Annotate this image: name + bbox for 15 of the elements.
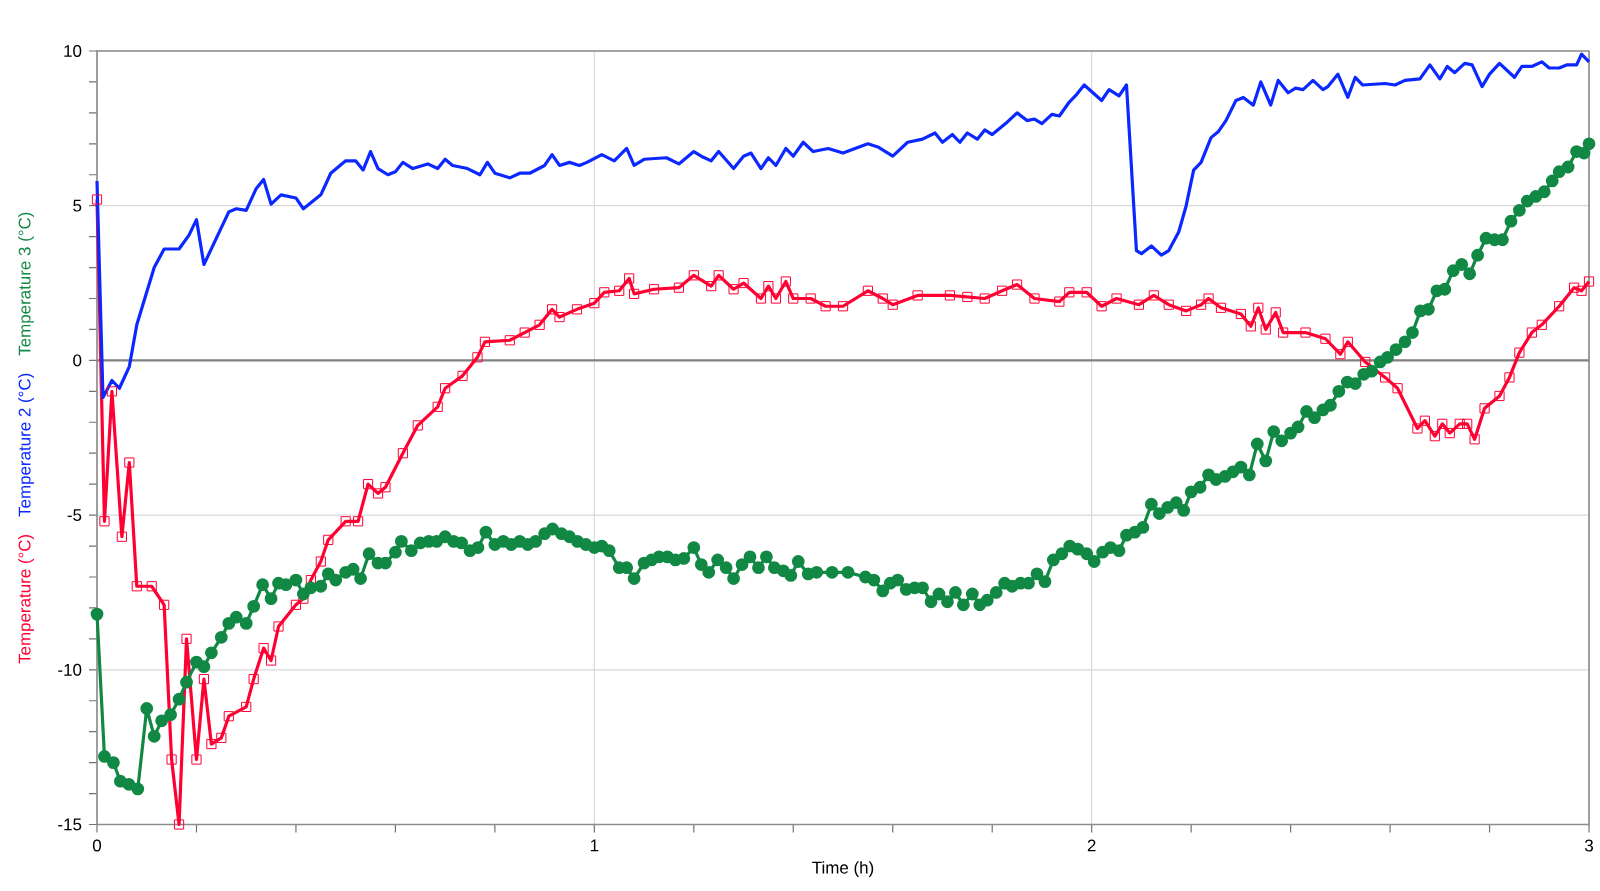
text: Temperature 2 (°C) <box>18 373 34 517</box>
x-tick-label: 0 <box>92 839 102 852</box>
text: Temperature 3 (°C) <box>18 212 34 356</box>
y-tick-label: 5 <box>73 199 82 212</box>
x-tick-label: 1 <box>590 839 599 852</box>
y-tick-label: -15 <box>58 818 82 831</box>
line-series <box>95 52 1591 400</box>
y-tick-label: -10 <box>58 663 82 676</box>
text: Temperature (°C) <box>18 534 34 664</box>
x-tick-label: 2 <box>1087 839 1096 852</box>
y-tick-label: -5 <box>67 509 82 521</box>
x-tick-label: 3 <box>1584 839 1593 852</box>
x-axis-title: Time (h) <box>812 861 874 877</box>
y-tick-label: 0 <box>73 354 82 367</box>
y-tick-label: 10 <box>64 45 82 57</box>
